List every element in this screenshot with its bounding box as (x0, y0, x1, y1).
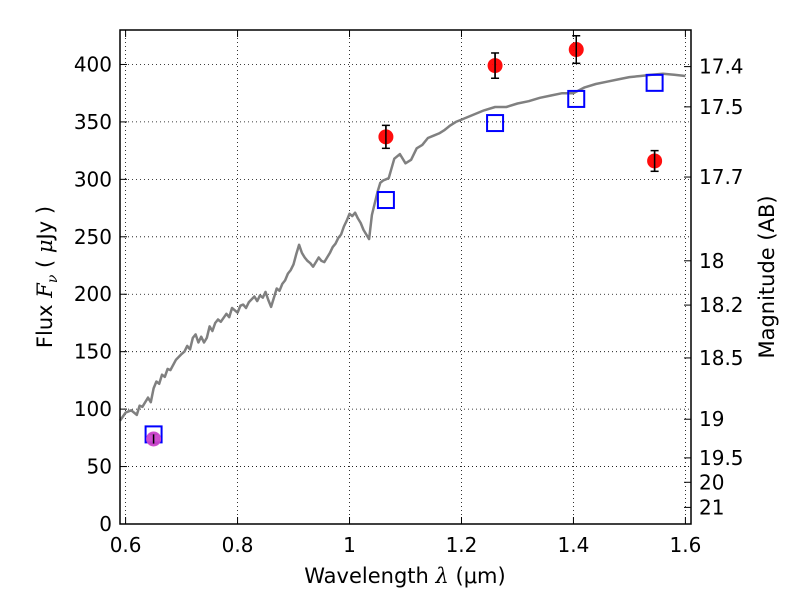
y2-tick-label: 17.7 (699, 165, 744, 189)
x-tick-label: 0.6 (110, 533, 142, 557)
y2-tick-label: 20 (699, 470, 724, 494)
x-tick-label: 1 (343, 533, 356, 557)
y-tick-label: 100 (74, 397, 112, 421)
y-axis-label: Flux Fν ( μJy ) (33, 206, 61, 348)
model-spectrum-layer (118, 72, 686, 422)
x-axis-label: Wavelength λ (μm) (304, 564, 505, 588)
marker-layer (144, 34, 664, 447)
y-tick-label: 250 (74, 225, 112, 249)
y2-tick-label: 18.5 (699, 346, 744, 370)
y2-tick-label: 18 (699, 249, 724, 273)
plot-frame (119, 29, 692, 525)
y2-tick-label: 19.5 (699, 446, 744, 470)
y-tick-label: 400 (74, 52, 112, 76)
x-tick-label: 1.2 (446, 533, 478, 557)
y-tick-label: 150 (74, 340, 112, 364)
y-tick-label: 300 (74, 167, 112, 191)
ticks: 0.6 0.8 1 1.2 1.4 1.6 0 50 100 150 200 250 300 350 400… (74, 30, 744, 557)
model-square-point (567, 89, 586, 108)
y2-tick-label: 17.4 (699, 55, 744, 79)
y2-axis-label: Magnitude (AB) (755, 195, 779, 358)
y-tick-label: 200 (74, 282, 112, 306)
x-tick-label: 1.4 (558, 533, 590, 557)
y-tick-label: 350 (74, 110, 112, 134)
model-square-point (645, 73, 664, 92)
x-tick-label: 0.8 (222, 533, 254, 557)
y2-tick-label: 19 (699, 407, 724, 431)
y2-tick-label: 21 (699, 495, 724, 519)
plot-background (120, 30, 691, 524)
y2-tick-label: 18.2 (699, 293, 744, 317)
x-tick-label: 1.6 (669, 533, 701, 557)
y-tick-label: 0 (99, 512, 112, 536)
model-spectrum-line (118, 72, 686, 422)
y-tick-label: 50 (87, 455, 112, 479)
model-square-point (486, 114, 505, 133)
y2-tick-label: 17.5 (699, 95, 744, 119)
model-square-point (376, 191, 395, 210)
